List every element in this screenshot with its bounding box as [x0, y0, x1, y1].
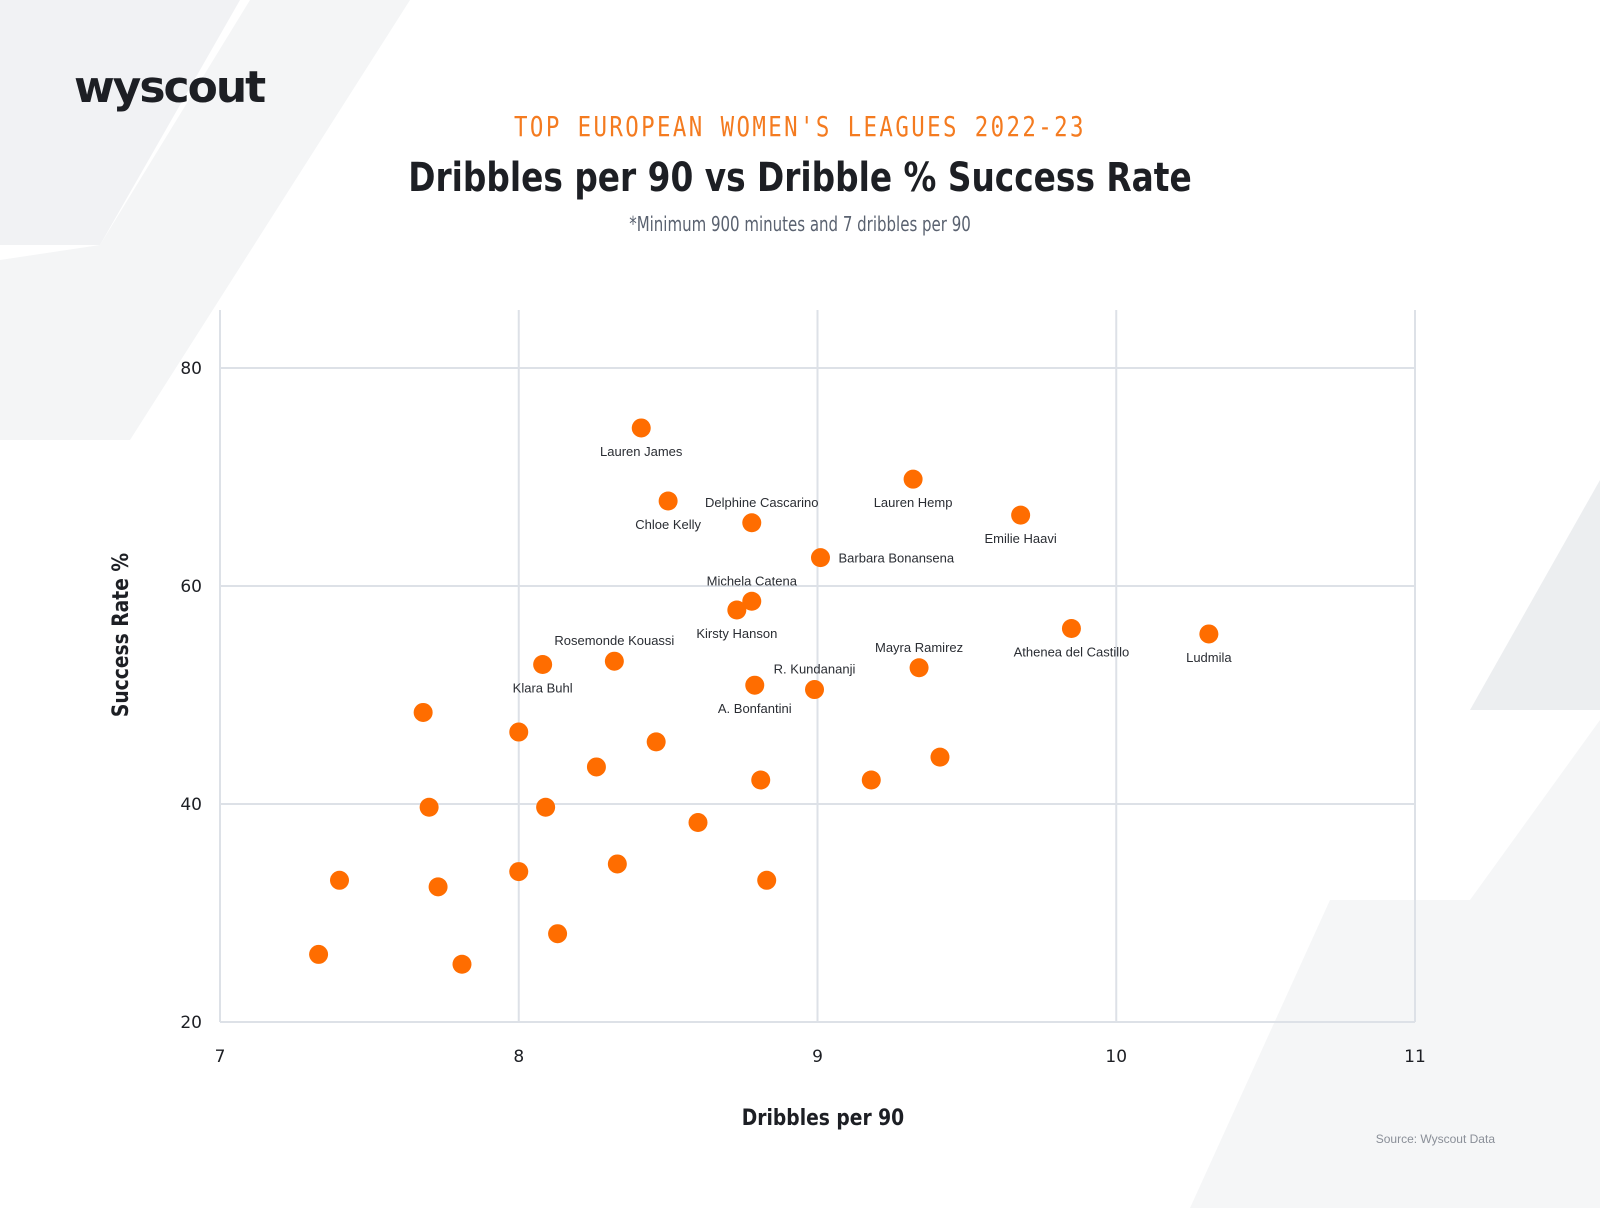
point-label: Athenea del Castillo [1014, 645, 1130, 660]
x-tick-label: 8 [513, 1047, 524, 1067]
point-labels: Lauren James Chloe Kelly Delphine Cascarin… [513, 444, 1233, 716]
x-axis-label: Dribbles per 90 [742, 1105, 904, 1131]
x-tick-label: 7 [215, 1047, 226, 1067]
data-point [330, 870, 349, 890]
data-point [509, 862, 529, 882]
point-label: Ludmila [1186, 650, 1232, 665]
source-note: Source: Wyscout Data [1375, 1132, 1495, 1146]
data-point [742, 591, 762, 611]
data-point [1199, 624, 1219, 644]
data-point [428, 877, 448, 897]
data-point [646, 732, 666, 752]
data-point [536, 797, 556, 817]
data-point [757, 870, 777, 890]
data-point [861, 770, 881, 790]
point-label: Chloe Kelly [635, 517, 701, 532]
x-tick-label: 10 [1105, 1047, 1127, 1067]
data-point [658, 491, 678, 511]
data-point [413, 702, 433, 722]
x-tick-label: 9 [812, 1047, 823, 1067]
point-label: R. Kundananji [774, 662, 856, 677]
data-point [631, 418, 651, 438]
point-label: Kirsty Hanson [696, 626, 777, 641]
point-label: Lauren Hemp [874, 495, 953, 510]
data-point [607, 854, 627, 874]
data-point [533, 654, 553, 674]
chart-title: Dribbles per 90 vs Dribble % Success Rat… [408, 155, 1192, 201]
y-axis-label: Success Rate % [108, 553, 134, 717]
point-label: Delphine Cascarino [705, 495, 818, 510]
y-tick-label: 80 [180, 359, 202, 379]
point-label: Barbara Bonansena [838, 551, 954, 566]
point-label: Emilie Haavi [985, 531, 1057, 546]
point-label: Michela Catena [707, 573, 798, 588]
data-point [909, 658, 929, 678]
x-tick-label: 11 [1404, 1047, 1426, 1067]
data-point [1061, 619, 1081, 639]
data-point [419, 797, 439, 817]
data-point [309, 944, 329, 964]
point-label: Lauren James [600, 444, 683, 459]
grid [219, 310, 1416, 1023]
data-point [742, 513, 762, 533]
data-point [810, 548, 830, 568]
data-point [751, 770, 771, 790]
point-label: A. Bonfantini [718, 701, 792, 716]
data-point [903, 469, 923, 489]
y-tick-label: 60 [180, 577, 202, 597]
tick-labels: 7 8 9 10 11 20 40 60 80 [180, 359, 1425, 1067]
data-point [548, 924, 568, 944]
chart-subtitle: *Minimum 900 minutes and 7 dribbles per … [629, 212, 971, 236]
data-point [688, 813, 708, 833]
data-point [509, 722, 529, 742]
data-point [930, 747, 950, 767]
y-tick-label: 20 [180, 1013, 202, 1033]
data-point [745, 675, 765, 695]
data-point [1011, 505, 1031, 525]
y-tick-label: 40 [180, 795, 202, 815]
data-point [586, 757, 606, 777]
data-point [727, 600, 747, 620]
data-point [604, 651, 624, 671]
point-label: Klara Buhl [513, 680, 573, 695]
point-label: Rosemonde Kouassi [554, 633, 674, 648]
data-points [309, 418, 1219, 974]
point-label: Mayra Ramirez [875, 640, 963, 655]
data-point [805, 680, 825, 700]
data-point [452, 954, 472, 974]
chart-kicker: TOP EUROPEAN WOMEN'S LEAGUES 2022-23 [514, 110, 1086, 143]
wyscout-logo: wyscout [74, 62, 266, 113]
